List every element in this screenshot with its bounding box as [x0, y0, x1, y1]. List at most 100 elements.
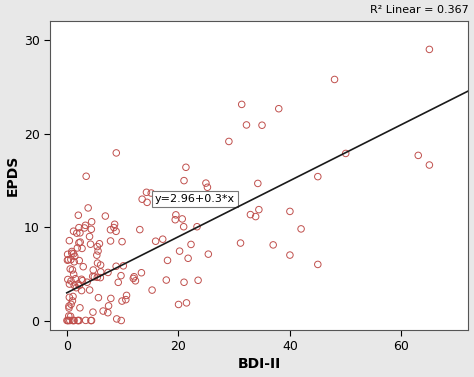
Point: [205, 251, 212, 257]
Point: [258, 122, 266, 128]
Point: [67, 278, 75, 284]
Point: [178, 216, 186, 222]
Point: [137, 270, 145, 276]
Point: [64, 257, 72, 263]
Point: [202, 180, 210, 186]
Point: [88, 317, 95, 323]
Point: [117, 273, 125, 279]
Text: R² Linear = 0.367: R² Linear = 0.367: [370, 5, 468, 15]
Point: [73, 245, 81, 251]
Point: [118, 239, 126, 245]
Point: [91, 274, 98, 280]
Point: [76, 230, 84, 236]
Point: [172, 212, 180, 218]
Point: [65, 238, 73, 244]
Point: [187, 241, 195, 247]
Point: [68, 250, 76, 256]
Point: [175, 302, 182, 308]
Point: [64, 276, 72, 282]
Point: [78, 288, 85, 294]
Y-axis label: EPDS: EPDS: [6, 155, 19, 196]
Point: [114, 279, 122, 285]
Point: [426, 162, 433, 168]
Point: [184, 255, 192, 261]
Point: [111, 221, 118, 227]
Point: [159, 236, 166, 242]
Point: [148, 287, 156, 293]
Point: [82, 173, 90, 179]
Point: [74, 281, 82, 287]
Point: [88, 219, 95, 225]
Point: [65, 281, 73, 287]
Point: [157, 198, 164, 204]
Point: [65, 303, 73, 309]
Point: [69, 293, 77, 299]
Point: [73, 230, 81, 236]
Point: [193, 224, 201, 230]
Point: [70, 228, 77, 234]
Point: [314, 261, 321, 267]
Point: [75, 282, 83, 288]
Point: [97, 274, 104, 280]
Point: [70, 317, 78, 323]
Point: [152, 238, 159, 244]
Point: [76, 305, 84, 311]
Point: [105, 303, 112, 309]
Point: [113, 316, 120, 322]
Point: [314, 173, 321, 179]
Point: [297, 226, 305, 232]
Point: [84, 205, 92, 211]
Point: [70, 271, 77, 277]
Point: [70, 251, 77, 257]
Point: [100, 308, 107, 314]
Point: [72, 276, 79, 282]
Point: [204, 184, 211, 190]
Point: [136, 227, 144, 233]
Point: [67, 257, 75, 263]
Point: [208, 194, 216, 200]
Point: [93, 244, 101, 250]
Point: [237, 240, 244, 246]
Point: [93, 274, 101, 280]
Point: [182, 164, 190, 170]
Text: y=2.96+0.3*x: y=2.96+0.3*x: [155, 194, 235, 204]
Point: [143, 199, 151, 205]
Point: [66, 266, 74, 272]
Point: [82, 317, 90, 323]
Point: [66, 317, 73, 323]
Point: [75, 317, 83, 323]
Point: [87, 241, 94, 247]
Point: [104, 310, 111, 316]
Point: [331, 77, 338, 83]
Point: [74, 212, 82, 218]
X-axis label: BDI-II: BDI-II: [237, 357, 281, 371]
Point: [89, 273, 97, 279]
Point: [110, 225, 118, 231]
Point: [69, 267, 76, 273]
Point: [69, 298, 76, 304]
Point: [160, 197, 168, 203]
Point: [64, 317, 72, 323]
Point: [79, 277, 86, 284]
Point: [132, 278, 139, 284]
Point: [275, 106, 283, 112]
Point: [96, 241, 103, 247]
Point: [63, 317, 71, 323]
Point: [286, 252, 294, 258]
Point: [118, 317, 125, 323]
Point: [67, 301, 75, 307]
Point: [342, 150, 349, 156]
Point: [95, 295, 102, 301]
Point: [112, 263, 120, 269]
Point: [65, 305, 73, 311]
Point: [75, 257, 83, 264]
Point: [119, 263, 127, 269]
Point: [97, 262, 104, 268]
Point: [87, 317, 95, 323]
Point: [238, 101, 246, 107]
Point: [81, 225, 88, 231]
Point: [255, 207, 263, 213]
Point: [83, 279, 91, 285]
Point: [147, 190, 155, 196]
Point: [64, 251, 72, 257]
